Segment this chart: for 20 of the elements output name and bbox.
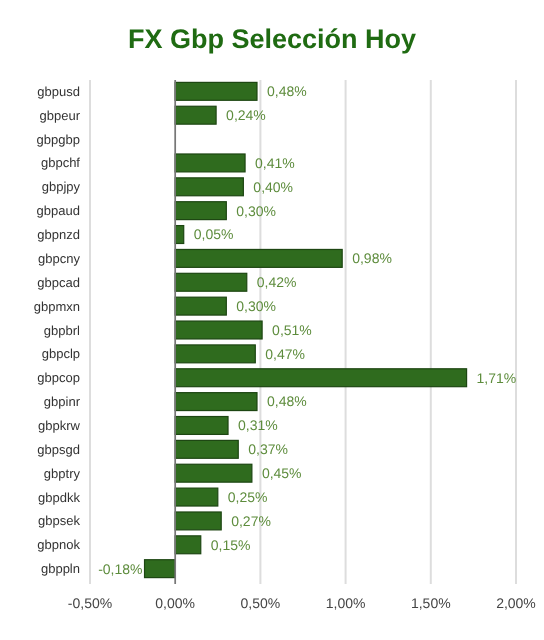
bar <box>174 81 258 101</box>
bar <box>174 248 343 268</box>
bar <box>174 463 253 483</box>
bar <box>174 320 263 340</box>
bar <box>174 177 244 197</box>
chart-title: FX Gbp Selección Hoy <box>127 24 418 54</box>
bar <box>174 535 202 555</box>
bar <box>174 368 468 388</box>
bar <box>174 344 256 364</box>
bar <box>174 153 246 173</box>
bar <box>174 392 258 412</box>
bar <box>174 511 222 531</box>
bar <box>174 439 239 459</box>
bar <box>174 487 219 507</box>
bar <box>174 272 248 292</box>
bar <box>174 415 229 436</box>
bar <box>143 559 176 579</box>
bar <box>174 105 217 125</box>
bar <box>174 296 227 316</box>
bar <box>174 201 227 221</box>
